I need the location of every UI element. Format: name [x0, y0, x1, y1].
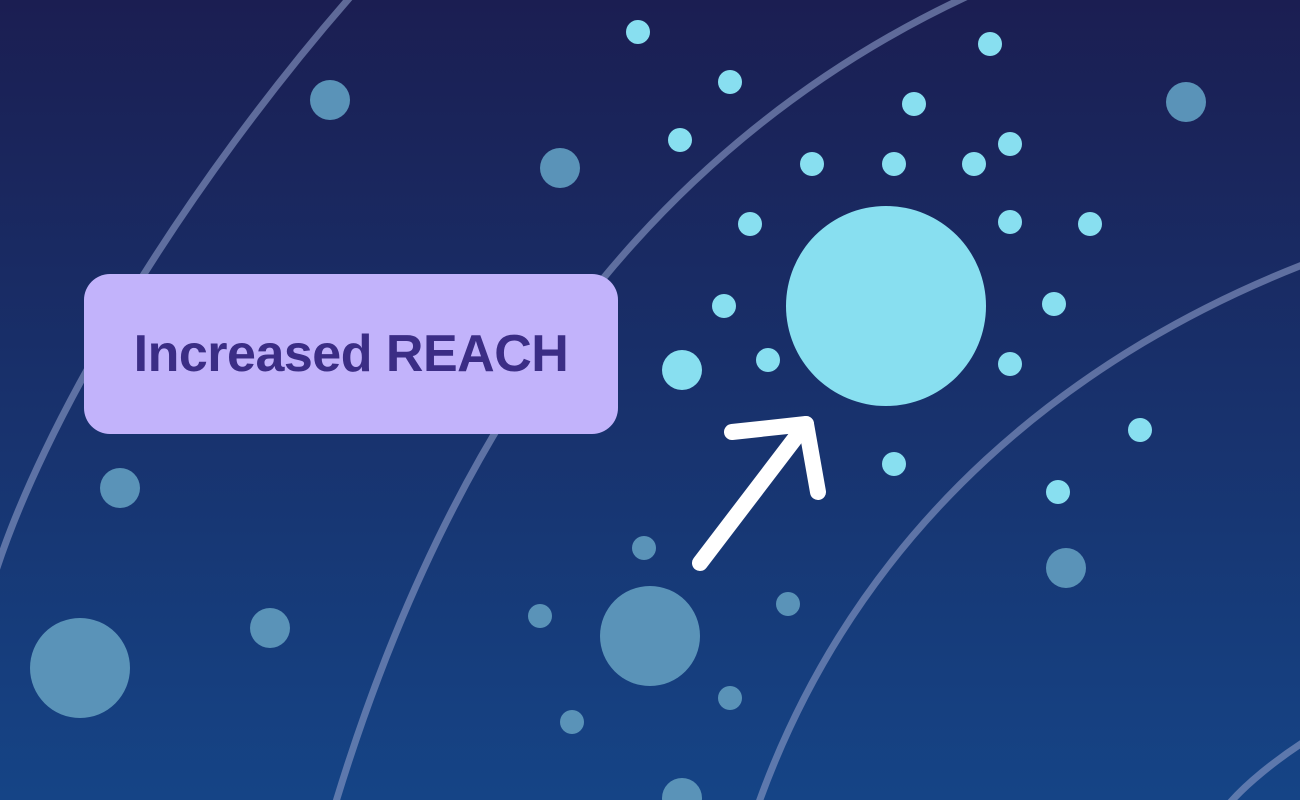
bright-dot [668, 128, 692, 152]
bright-dot [978, 32, 1002, 56]
muted-dot [540, 148, 580, 188]
arrow-shaft [692, 416, 814, 571]
central-dot [786, 206, 986, 406]
bright-dot [902, 92, 926, 116]
bright-dot [998, 132, 1022, 156]
muted-dot [718, 686, 742, 710]
muted-dot [1046, 548, 1086, 588]
bright-dot [882, 452, 906, 476]
muted-dot [776, 592, 800, 616]
orbit-arc [1227, 740, 1300, 800]
muted-dots [30, 80, 1206, 800]
muted-dot [600, 586, 700, 686]
bright-dot [882, 152, 906, 176]
bright-dot [962, 152, 986, 176]
bright-dot [756, 348, 780, 372]
bright-dot [998, 210, 1022, 234]
arrow-head [724, 416, 826, 500]
muted-dot [528, 604, 552, 628]
bright-dot [738, 212, 762, 236]
muted-dot [30, 618, 130, 718]
bright-dot [998, 352, 1022, 376]
muted-dot [632, 536, 656, 560]
bright-dot [626, 20, 650, 44]
reach-label-box: Increased REACH [84, 274, 618, 434]
bright-dot [1128, 418, 1152, 442]
muted-dot [250, 608, 290, 648]
arrow-up-right-icon [692, 416, 826, 571]
bright-dot [718, 70, 742, 94]
orbit-arc [756, 262, 1300, 800]
muted-dot [560, 710, 584, 734]
bright-dot [712, 294, 736, 318]
muted-dot [310, 80, 350, 120]
bright-dots [626, 20, 1152, 504]
muted-dot [100, 468, 140, 508]
reach-label-text: Increased REACH [133, 325, 569, 383]
bright-dot [662, 350, 702, 390]
muted-dot [1166, 82, 1206, 122]
bright-dot [800, 152, 824, 176]
bright-dot [1042, 292, 1066, 316]
bright-dot [1046, 480, 1070, 504]
bright-dot [1078, 212, 1102, 236]
muted-dot [662, 778, 702, 800]
